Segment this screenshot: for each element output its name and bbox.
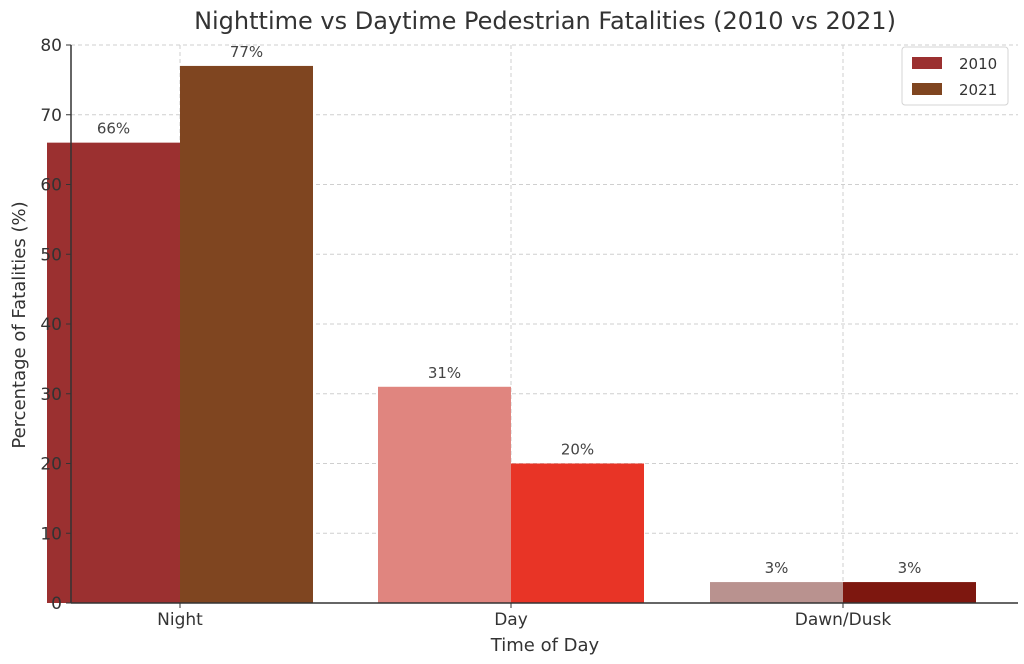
- x-tick-label: Night: [157, 610, 203, 630]
- y-tick-label: 20: [40, 455, 62, 475]
- data-label: 20%: [561, 441, 594, 459]
- y-tick-label: 80: [40, 36, 62, 56]
- y-tick-label: 40: [40, 315, 62, 335]
- bar-2021-night: [180, 65, 313, 604]
- bar-2010-dawndusk: [710, 582, 843, 603]
- bar-2010-night: [47, 142, 180, 603]
- legend-label: 2010: [959, 55, 997, 73]
- y-tick-label: 70: [40, 106, 62, 126]
- x-tick-label: Dawn/Dusk: [795, 610, 892, 630]
- axes: 0 10 20 30 40 50 60 70 80 Night Day Dawn/Dusk: [40, 36, 1018, 630]
- data-labels: 66% 31% 3% 77% 20% 3%: [97, 43, 922, 577]
- chart-title: Nighttime vs Daytime Pedestrian Fataliti…: [194, 7, 896, 35]
- bars: [47, 65, 976, 604]
- y-tick-label: 60: [40, 176, 62, 196]
- x-tick-label: Day: [494, 610, 528, 630]
- legend: 2010 2021: [901, 46, 1009, 106]
- y-tick-label: 50: [40, 245, 62, 265]
- y-tick-label: 10: [40, 524, 62, 544]
- x-axis-label: Time of Day: [490, 635, 600, 656]
- bar-2010-day: [378, 386, 511, 603]
- legend-label: 2021: [959, 81, 997, 99]
- y-tick-label: 0: [51, 594, 62, 614]
- data-label: 31%: [428, 364, 461, 382]
- legend-swatch: [912, 57, 942, 69]
- y-axis-label: Percentage of Fatalities (%): [9, 201, 30, 448]
- bar-2021-day: [511, 463, 644, 603]
- legend-swatch: [912, 83, 942, 95]
- y-tick-label: 30: [40, 385, 62, 405]
- data-label: 77%: [230, 43, 263, 61]
- bar-2021-dawndusk: [843, 582, 976, 603]
- data-label: 3%: [898, 559, 922, 577]
- data-label: 66%: [97, 120, 130, 138]
- data-label: 3%: [765, 559, 789, 577]
